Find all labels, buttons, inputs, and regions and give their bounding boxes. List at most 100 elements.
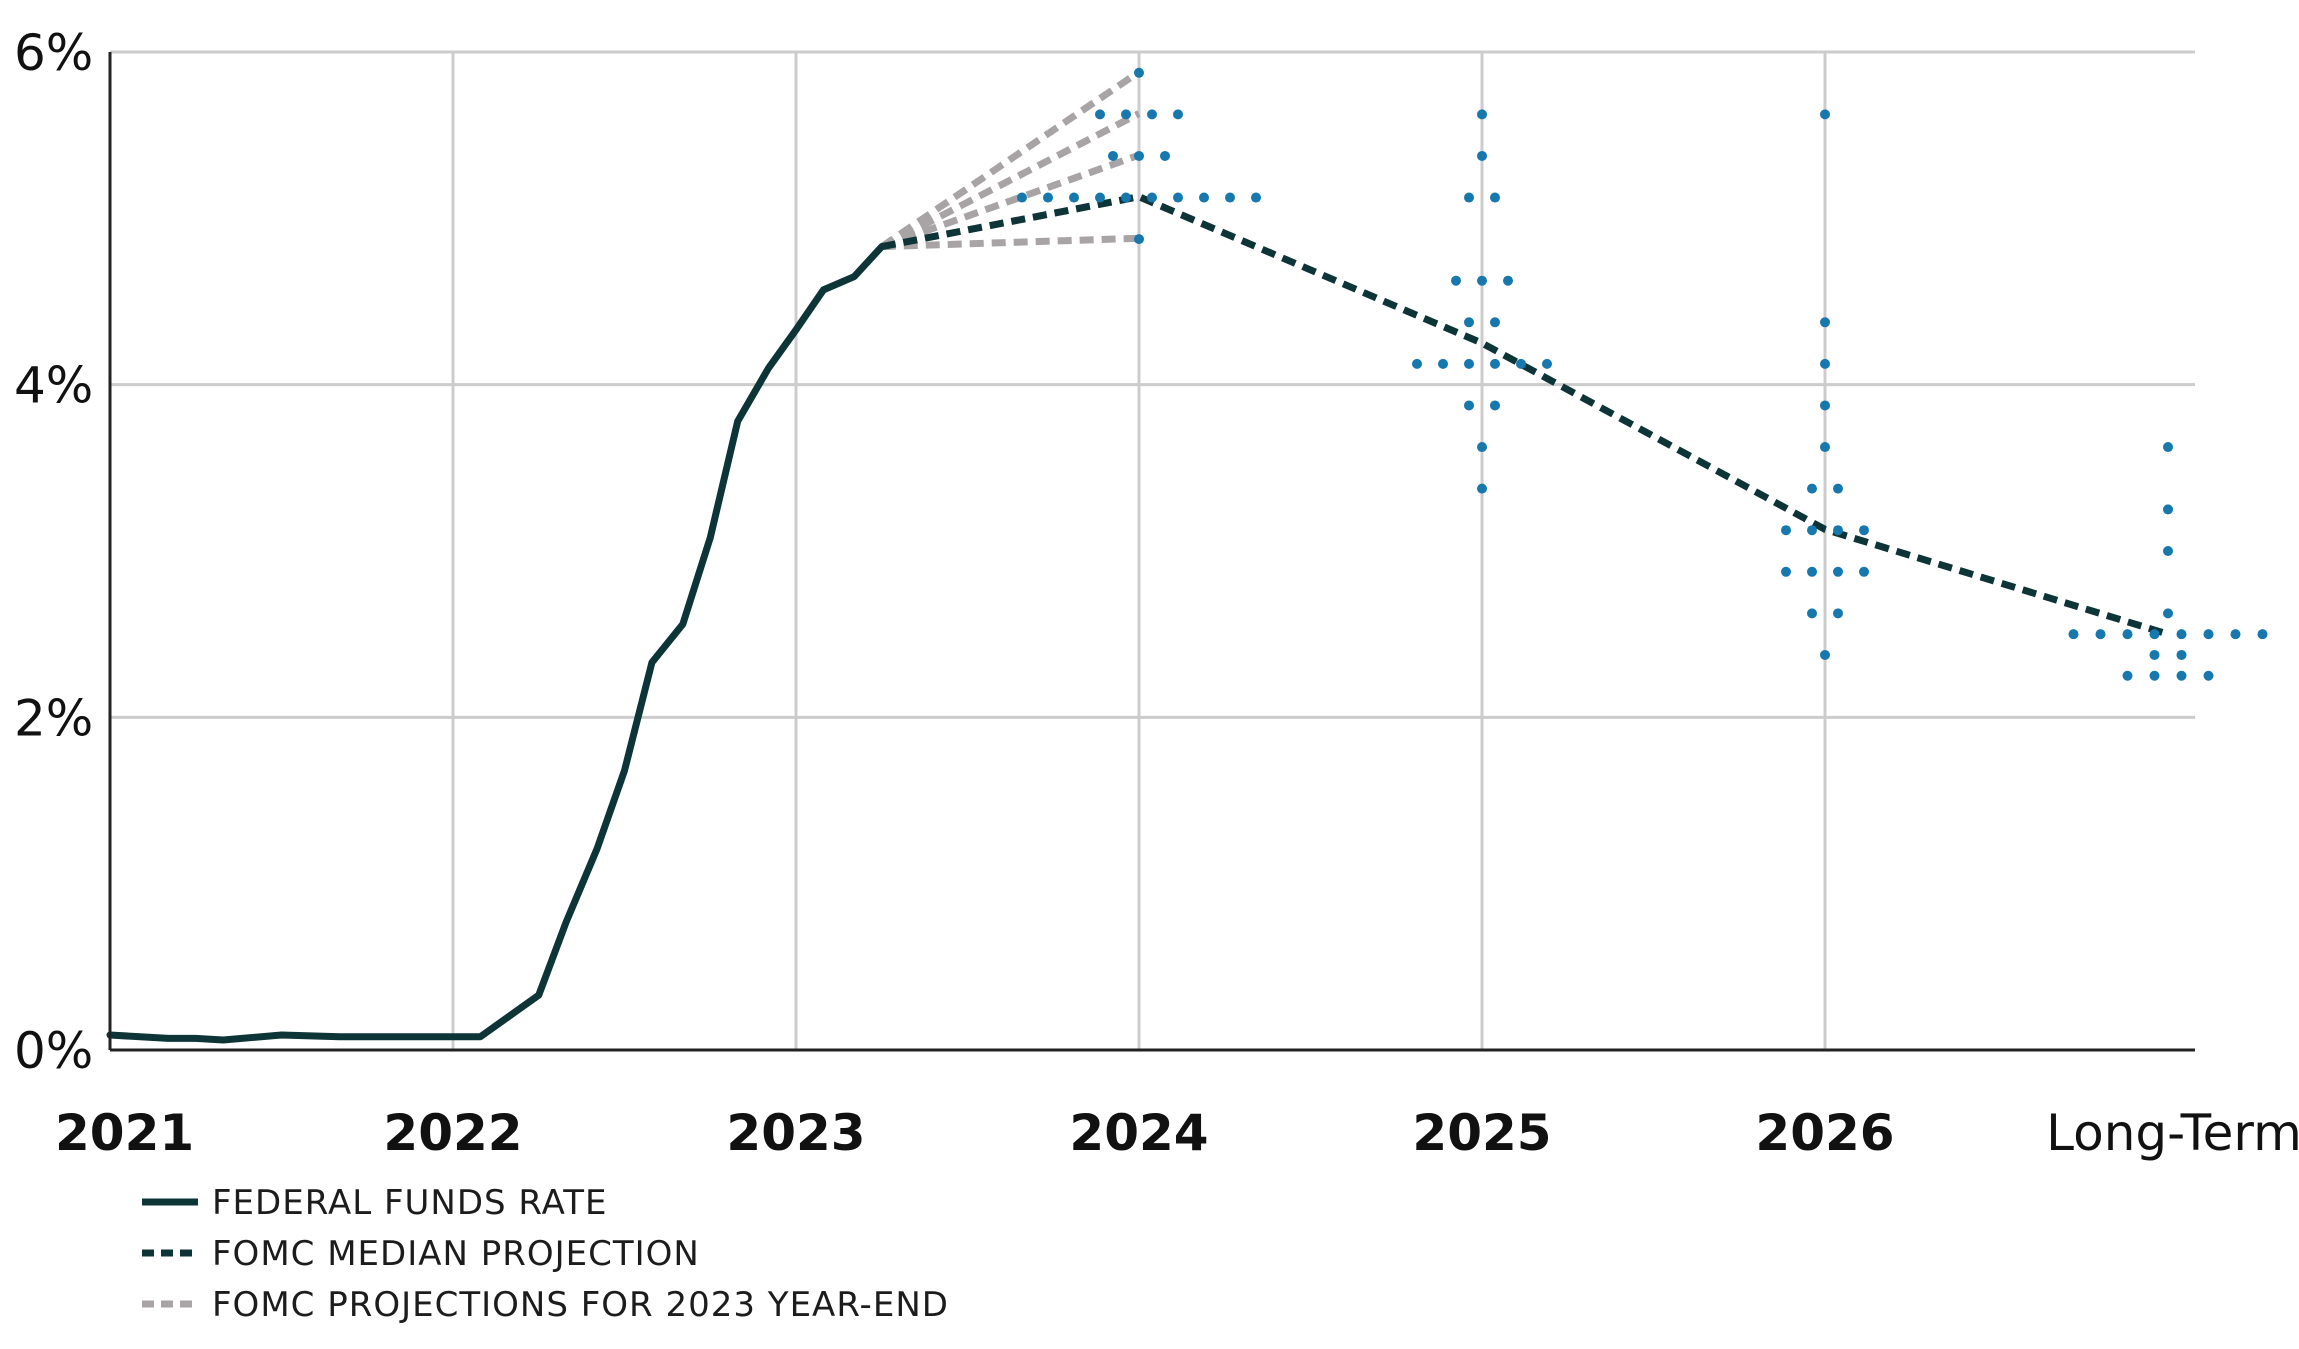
projection-dot <box>1859 566 1869 577</box>
projection-dot <box>2176 629 2187 640</box>
projection-dot <box>1503 275 1513 286</box>
x-tick-label: Long-Term <box>2046 1104 2299 1162</box>
grid-lines <box>110 50 2195 1050</box>
projection-dot <box>2163 608 2173 619</box>
y-tick-label: 0% <box>14 1022 93 1080</box>
projection-dot <box>2163 546 2173 556</box>
year-end-projection-line <box>880 151 1141 250</box>
projection-dot <box>2176 670 2187 681</box>
projection-dot <box>1477 275 1487 286</box>
projection-dot <box>1833 566 1843 577</box>
projection-dot <box>1121 192 1131 203</box>
projection-dot <box>1477 442 1487 453</box>
projection-dot <box>1134 234 1144 245</box>
projection-dot <box>1781 525 1791 536</box>
projection-dot <box>1095 192 1105 203</box>
projection-dot <box>1438 358 1448 369</box>
projection-dot <box>1017 192 1027 203</box>
projection-dot <box>1833 483 1843 494</box>
legend-label: FEDERAL FUNDS RATE <box>212 1183 608 1223</box>
y-tick-label: 4% <box>14 357 93 415</box>
projection-dot <box>1807 608 1817 619</box>
projection-dot <box>1412 358 1422 369</box>
y-tick-label: 2% <box>14 689 93 747</box>
projection-dot <box>2122 670 2133 681</box>
projection-dot <box>1108 150 1118 161</box>
projection-dot <box>2149 649 2160 660</box>
projection-dot <box>1173 109 1183 120</box>
projection-dot <box>1542 358 1552 369</box>
projection-dot <box>2203 670 2214 681</box>
projection-dot <box>1820 649 1830 660</box>
projection-dot <box>1477 150 1487 161</box>
projection-dot <box>1516 358 1526 369</box>
legend: FEDERAL FUNDS RATE FOMC MEDIAN PROJECTION… <box>142 1183 949 1325</box>
projection-dot <box>1477 483 1487 494</box>
projection-dot <box>1490 192 1500 203</box>
axes: 0% 2% 4% 6% 2021 2022 2023 2024 2025 2026 Long-Ter… <box>14 24 2299 1162</box>
projection-dot <box>1464 317 1474 328</box>
projection-dot <box>2176 649 2187 660</box>
projection-dot <box>2203 629 2214 640</box>
year-end-projection-line <box>879 69 1141 250</box>
projection-dot <box>1251 192 1261 203</box>
legend-label: FOMC PROJECTIONS FOR 2023 YEAR-END <box>212 1285 949 1325</box>
projection-dot <box>1490 317 1500 328</box>
x-tick-label: 2025 <box>1412 1104 1551 1162</box>
projection-dot <box>1147 192 1157 203</box>
x-tick-label: 2023 <box>726 1104 865 1162</box>
legend-label: FOMC MEDIAN PROJECTION <box>212 1234 700 1274</box>
projection-dot <box>1820 442 1830 453</box>
x-tick-label: 2021 <box>55 1104 194 1162</box>
federal-funds-rate-line <box>106 243 886 1044</box>
projection-dot <box>1859 525 1869 536</box>
projection-dot <box>1095 109 1105 120</box>
projection-dot <box>1807 566 1817 577</box>
projection-dot <box>1147 109 1157 120</box>
projection-dot <box>2068 629 2079 640</box>
dot-plot <box>1017 67 2268 681</box>
projection-dot <box>1807 483 1817 494</box>
projection-dot <box>1490 358 1500 369</box>
projection-dot <box>1225 192 1235 203</box>
projection-dot <box>1464 358 1474 369</box>
projection-dot <box>1820 400 1830 411</box>
projection-dot <box>2163 504 2173 515</box>
year-end-projection-line <box>881 234 1140 251</box>
projection-dot <box>1134 150 1144 161</box>
projection-dot <box>1833 608 1843 619</box>
projection-dot <box>2095 629 2106 640</box>
projection-dot <box>1199 192 1209 203</box>
projection-dot <box>1820 317 1830 328</box>
projection-dot <box>2149 670 2160 681</box>
projection-dot <box>1173 192 1183 203</box>
projection-dot <box>2122 629 2133 640</box>
projection-dot <box>1121 109 1131 120</box>
projection-dot <box>1820 109 1830 120</box>
projection-dot <box>2257 629 2268 640</box>
projection-dot <box>1781 566 1791 577</box>
projection-dot <box>1451 275 1461 286</box>
projection-dot <box>1069 192 1079 203</box>
projection-dot <box>2149 629 2160 640</box>
projection-dot <box>1134 67 1144 78</box>
projection-dot <box>1833 525 1843 536</box>
projection-dot <box>2230 629 2241 640</box>
projection-dot <box>1464 192 1474 203</box>
projection-dot <box>1464 400 1474 411</box>
projection-dot <box>1477 109 1487 120</box>
year-end-projection-line <box>880 110 1141 250</box>
projection-dot <box>1820 358 1830 369</box>
median-projection-line <box>881 193 2170 638</box>
x-tick-label: 2024 <box>1069 1104 1208 1162</box>
projection-dot <box>2163 442 2173 453</box>
projection-dot <box>1160 150 1170 161</box>
series-lines <box>106 69 2170 1044</box>
y-tick-label: 6% <box>14 24 93 82</box>
projection-dot <box>1043 192 1053 203</box>
projection-dot <box>1490 400 1500 411</box>
projection-dot <box>1807 525 1817 536</box>
x-tick-label: 2022 <box>383 1104 522 1162</box>
x-tick-label: 2026 <box>1755 1104 1894 1162</box>
